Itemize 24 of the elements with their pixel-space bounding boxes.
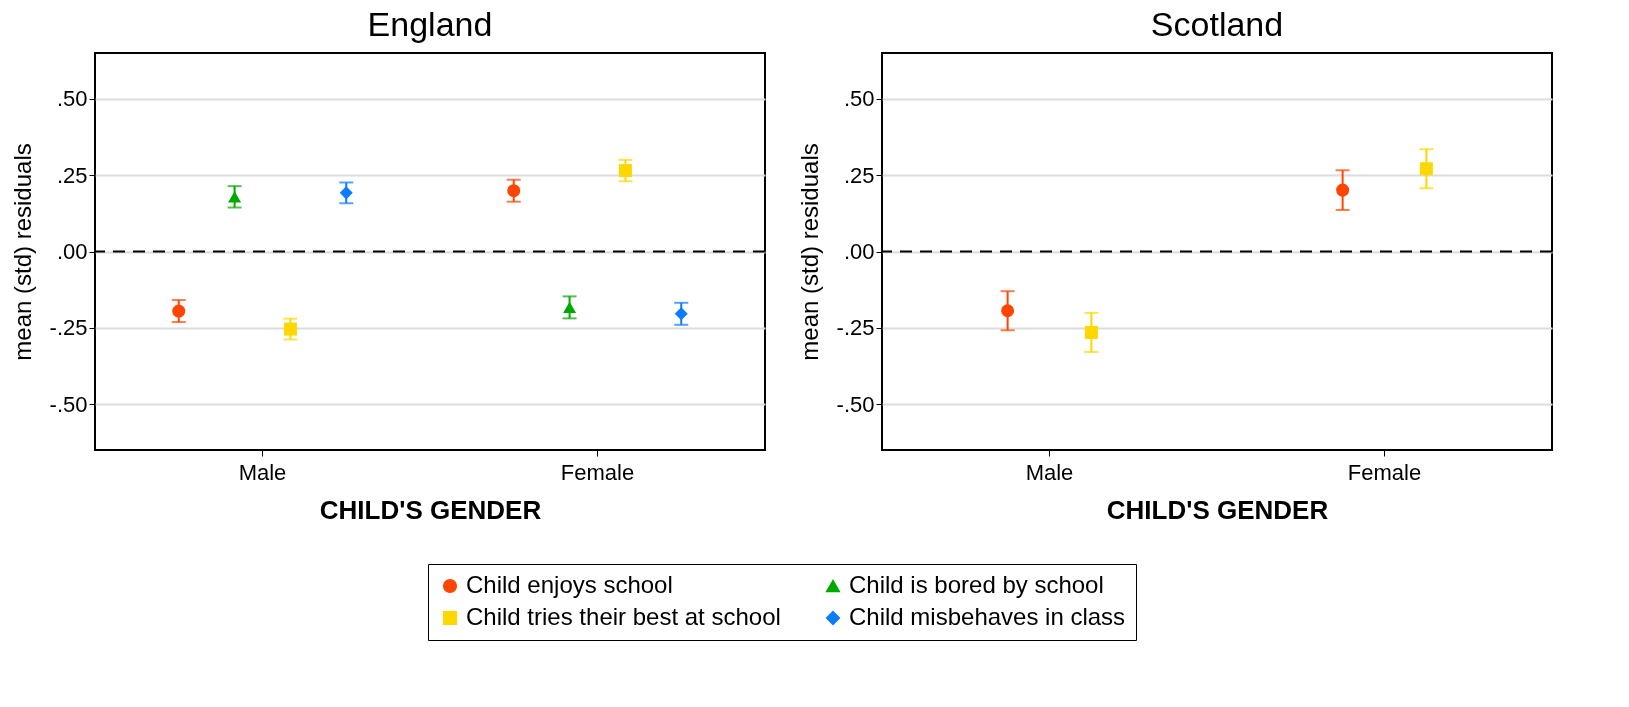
legend-label: Child tries their best at school	[466, 603, 781, 630]
y-tick-label: -.50	[49, 391, 88, 417]
y-tick-label: -.25	[49, 315, 88, 341]
y-axis-title: mean (std) residuals	[8, 143, 36, 361]
x-tick-label: Female	[1347, 459, 1422, 485]
x-axis-title: CHILD'S GENDER	[319, 494, 542, 525]
chart-title: Scotland	[1150, 5, 1284, 43]
y-tick-label: .50	[56, 86, 88, 112]
y-tick-label: -.25	[836, 315, 875, 341]
y-axis-title: mean (std) residuals	[795, 143, 823, 361]
legend-label: Child is bored by school	[849, 571, 1104, 598]
x-tick-label: Male	[1025, 459, 1074, 485]
y-tick-label: .25	[56, 162, 88, 188]
y-tick-label: .50	[843, 86, 875, 112]
y-tick-label: -.50	[836, 391, 875, 417]
x-tick-label: Female	[560, 459, 635, 485]
y-tick-label: .00	[56, 239, 88, 264]
y-tick-label: .00	[843, 239, 875, 264]
x-tick-label: Male	[238, 459, 287, 485]
chart-title: England	[367, 5, 493, 43]
legend-label: Child misbehaves in class	[849, 603, 1126, 630]
x-axis-title: CHILD'S GENDER	[1106, 494, 1329, 525]
legend-label: Child enjoys school	[466, 571, 673, 598]
y-tick-label: .25	[843, 162, 875, 188]
